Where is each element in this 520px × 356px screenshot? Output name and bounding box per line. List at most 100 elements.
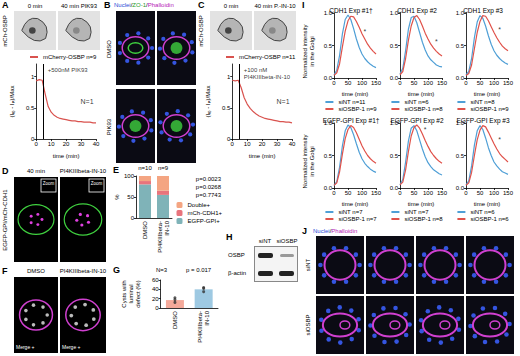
svg-text:40: 40 [93,141,100,147]
svg-text:0.5: 0.5 [390,153,399,159]
svg-text:60: 60 [152,277,159,283]
svg-text:+500nM PIK93: +500nM PIK93 [48,67,89,73]
svg-text:siNT n=8: siNT n=8 [470,99,495,105]
svg-text:time (min): time (min) [53,153,80,159]
svg-text:EGFP-GPI Exp #2: EGFP-GPI Exp #2 [390,117,443,125]
svg-text:100: 100 [489,190,500,196]
svg-text:150: 150 [503,190,514,196]
svg-text:50: 50 [411,80,418,86]
svg-text:50: 50 [477,190,484,196]
svg-text:0.5: 0.5 [390,43,399,49]
svg-text:20: 20 [152,296,159,302]
svg-text:0.0: 0.0 [456,185,465,191]
svg-text:N=1: N=1 [277,98,290,105]
svg-text:n=10: n=10 [138,165,152,171]
svg-text:Cysts with: Cysts with [121,280,127,307]
svg-text:100: 100 [124,173,135,179]
svg-text:30: 30 [274,141,281,147]
svg-text:0.5: 0.5 [456,153,465,159]
svg-text:CDH1 Exp #1†: CDH1 Exp #1† [329,7,373,15]
svg-text:*: * [363,28,366,35]
svg-text:1: 1 [31,74,35,80]
svg-text:0: 0 [398,80,402,86]
svg-text:0.5: 0.5 [324,153,333,159]
svg-text:siNT n=11: siNT n=11 [338,99,366,105]
svg-text:*: * [498,26,501,33]
svg-text:0: 0 [464,190,468,196]
svg-text:EGFP-GPI Exp #3: EGFP-GPI Exp #3 [456,117,509,125]
svg-text:0.5: 0.5 [222,105,231,111]
svg-text:n=9: n=9 [158,165,169,171]
svg-text:Double+: Double+ [187,202,210,208]
svg-text:EGFP-GPI Exp #1†: EGFP-GPI Exp #1† [323,117,380,125]
svg-text:IN-10: IN-10 [204,310,210,325]
svg-text:siOSBP-1 n=8: siOSBP-1 n=8 [404,216,443,222]
svg-text:0.0: 0.0 [390,185,399,191]
svg-text:50: 50 [477,80,484,86]
svg-text:30: 30 [78,141,85,147]
svg-text:siNT n=7: siNT n=7 [338,209,363,215]
svg-text:0: 0 [398,190,402,196]
svg-text:40: 40 [289,141,296,147]
svg-text:time (min): time (min) [408,91,435,97]
svg-text:CDH1 Exp #3: CDH1 Exp #3 [463,7,503,15]
svg-text:time (min): time (min) [474,201,501,207]
svg-text:0.5: 0.5 [26,105,35,111]
svg-text:1: 1 [227,74,231,80]
svg-text:100: 100 [423,80,434,86]
svg-text:siOSBP-1 n=8: siOSBP-1 n=8 [404,106,443,112]
svg-text:10: 10 [48,141,55,147]
svg-text:time (min): time (min) [249,153,276,159]
svg-text:40: 40 [152,286,159,292]
svg-text:150: 150 [437,80,448,86]
svg-text:time (min): time (min) [342,201,369,207]
svg-text:DMSO: DMSO [172,311,178,329]
svg-text:0: 0 [155,305,159,311]
svg-text:siNT n=6: siNT n=6 [470,209,495,215]
svg-text:EGFP-GPI+: EGFP-GPI+ [187,218,220,224]
svg-text:0.5: 0.5 [456,43,465,49]
svg-text:150: 150 [503,80,514,86]
svg-text:siNT n=7: siNT n=7 [404,209,429,215]
svg-text:IN-10: IN-10 [164,220,170,235]
svg-text:50: 50 [345,190,352,196]
svg-text:luminal: luminal [128,284,134,303]
svg-text:0: 0 [231,141,235,147]
svg-text:0: 0 [332,190,336,196]
svg-text:*: * [498,136,501,143]
svg-text:p = 0.017: p = 0.017 [186,267,212,273]
svg-text:defect (%): defect (%) [135,280,141,307]
svg-text:N=1: N=1 [81,98,94,105]
svg-text:150: 150 [371,190,382,196]
svg-text:0: 0 [35,141,39,147]
svg-text:time (min): time (min) [474,91,501,97]
svg-text:siOSBP-1 n=9: siOSBP-1 n=9 [470,106,509,112]
svg-text:0: 0 [464,80,468,86]
svg-text:(Iₜ₀ - Iₜₓ)/Max: (Iₜ₀ - Iₜₓ)/Max [205,85,211,117]
svg-text:+100 nM: +100 nM [244,67,269,73]
svg-text:0.0: 0.0 [324,75,333,81]
svg-text:0: 0 [131,215,135,221]
svg-text:siOSBP-1 n=7: siOSBP-1 n=7 [338,216,377,222]
svg-text:0.0: 0.0 [456,75,465,81]
svg-text:%: % [114,194,120,200]
svg-text:p=0.0023: p=0.0023 [196,176,222,182]
svg-text:20: 20 [63,141,70,147]
svg-text:siNT n=6: siNT n=6 [404,99,429,105]
svg-text:time (min): time (min) [342,91,369,97]
svg-text:50: 50 [345,80,352,86]
svg-text:100: 100 [357,190,368,196]
svg-text:(Iₜ₀ - Iₜₓ)/Max: (Iₜ₀ - Iₜₓ)/Max [9,85,15,117]
svg-text:*: * [435,38,438,45]
svg-text:CDH1 Exp #2: CDH1 Exp #2 [397,7,437,15]
svg-text:0.0: 0.0 [324,185,333,191]
svg-text:50: 50 [411,190,418,196]
svg-text:siOSBP-1 n=6: siOSBP-1 n=6 [470,216,509,222]
svg-text:50: 50 [127,194,134,200]
svg-text:p=0.7743: p=0.7743 [196,192,222,198]
svg-text:time (min): time (min) [408,201,435,207]
svg-text:mCherry-OSBP n=9: mCherry-OSBP n=9 [43,54,97,60]
svg-text:p=0.0268: p=0.0268 [196,184,222,190]
svg-text:siOSBP-1 n=9: siOSBP-1 n=9 [338,106,377,112]
svg-text:20: 20 [259,141,266,147]
